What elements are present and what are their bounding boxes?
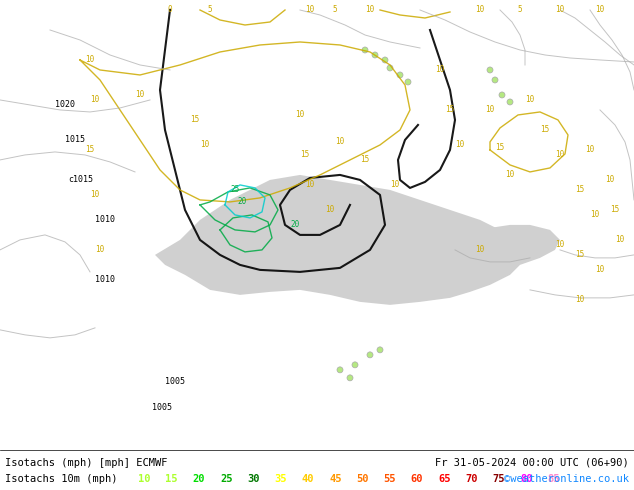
Circle shape — [372, 52, 378, 58]
Text: 25: 25 — [230, 185, 240, 195]
Text: 20: 20 — [290, 220, 300, 229]
Text: 10: 10 — [200, 141, 210, 149]
Circle shape — [405, 79, 411, 85]
Text: 25: 25 — [220, 474, 233, 484]
Text: 10: 10 — [455, 141, 465, 149]
Text: 1010: 1010 — [95, 216, 115, 224]
Text: 50: 50 — [356, 474, 369, 484]
Text: 10: 10 — [91, 191, 100, 199]
Text: 10: 10 — [605, 175, 614, 184]
Text: ©weatheronline.co.uk: ©weatheronline.co.uk — [504, 474, 629, 484]
Polygon shape — [440, 225, 560, 268]
Text: 15: 15 — [576, 185, 585, 195]
Circle shape — [352, 362, 358, 368]
Text: 15: 15 — [445, 105, 455, 115]
Text: 10: 10 — [595, 5, 605, 15]
Text: 35: 35 — [275, 474, 287, 484]
Text: 15: 15 — [611, 205, 619, 215]
Text: 10: 10 — [476, 245, 484, 254]
Circle shape — [397, 72, 403, 78]
Text: 1010: 1010 — [95, 275, 115, 284]
Circle shape — [499, 92, 505, 98]
Text: 15: 15 — [360, 155, 370, 165]
Text: 10: 10 — [576, 295, 585, 304]
Text: 10: 10 — [616, 235, 624, 245]
Text: 10: 10 — [306, 5, 314, 15]
Polygon shape — [155, 175, 520, 305]
Text: 15: 15 — [301, 150, 309, 159]
Circle shape — [347, 375, 353, 381]
Text: 10: 10 — [335, 137, 345, 147]
Text: 10: 10 — [365, 5, 375, 15]
Text: 80: 80 — [520, 474, 533, 484]
Text: 90: 90 — [574, 474, 587, 484]
Circle shape — [362, 47, 368, 53]
Text: 5: 5 — [518, 5, 522, 15]
Text: 10: 10 — [505, 171, 515, 179]
Text: 15: 15 — [190, 116, 200, 124]
Circle shape — [377, 347, 383, 353]
Text: 15: 15 — [576, 250, 585, 259]
Text: 10: 10 — [325, 205, 335, 215]
Text: 10: 10 — [590, 210, 600, 220]
Text: 15: 15 — [165, 474, 178, 484]
Circle shape — [507, 99, 513, 105]
Text: 10: 10 — [476, 5, 484, 15]
Text: Fr 31-05-2024 00:00 UTC (06+90): Fr 31-05-2024 00:00 UTC (06+90) — [435, 458, 629, 468]
Text: 20: 20 — [237, 197, 247, 206]
Text: 55: 55 — [384, 474, 396, 484]
Circle shape — [337, 367, 343, 373]
Text: 70: 70 — [465, 474, 478, 484]
Text: 10: 10 — [486, 105, 495, 115]
Text: 10: 10 — [526, 96, 534, 104]
Text: c1015: c1015 — [68, 175, 93, 184]
Text: 1005: 1005 — [165, 377, 185, 386]
Text: 10: 10 — [86, 55, 94, 65]
Text: 10: 10 — [555, 241, 565, 249]
Text: 10: 10 — [138, 474, 151, 484]
Text: 10: 10 — [436, 66, 444, 74]
Text: 1015: 1015 — [65, 135, 85, 145]
Text: 10: 10 — [306, 180, 314, 190]
Text: 75: 75 — [493, 474, 505, 484]
Text: 65: 65 — [438, 474, 451, 484]
Text: 10: 10 — [95, 245, 105, 254]
Text: 15: 15 — [540, 125, 550, 134]
Text: 5: 5 — [333, 5, 337, 15]
Circle shape — [382, 57, 388, 63]
Text: 10: 10 — [555, 5, 565, 15]
Text: 10: 10 — [555, 150, 565, 159]
Text: 1020: 1020 — [55, 100, 75, 109]
Text: 60: 60 — [411, 474, 424, 484]
Text: 10: 10 — [136, 91, 145, 99]
Text: 20: 20 — [193, 474, 205, 484]
Text: 10: 10 — [391, 180, 399, 190]
Text: Isotachs 10m (mph): Isotachs 10m (mph) — [5, 474, 117, 484]
Text: 15: 15 — [86, 146, 94, 154]
Text: 10: 10 — [595, 266, 605, 274]
Text: 5: 5 — [208, 5, 212, 15]
Text: 45: 45 — [329, 474, 342, 484]
Text: 10: 10 — [295, 110, 304, 120]
Text: 15: 15 — [495, 144, 505, 152]
Text: 10: 10 — [585, 146, 595, 154]
Text: 1005: 1005 — [152, 403, 172, 413]
Text: 30: 30 — [247, 474, 260, 484]
Circle shape — [367, 352, 373, 358]
Text: Isotachs (mph) [mph] ECMWF: Isotachs (mph) [mph] ECMWF — [5, 458, 167, 468]
Circle shape — [387, 65, 393, 71]
Text: 10: 10 — [91, 96, 100, 104]
Text: 40: 40 — [302, 474, 314, 484]
Circle shape — [487, 67, 493, 73]
Circle shape — [492, 77, 498, 83]
Text: 0: 0 — [167, 5, 172, 15]
Text: 85: 85 — [547, 474, 560, 484]
